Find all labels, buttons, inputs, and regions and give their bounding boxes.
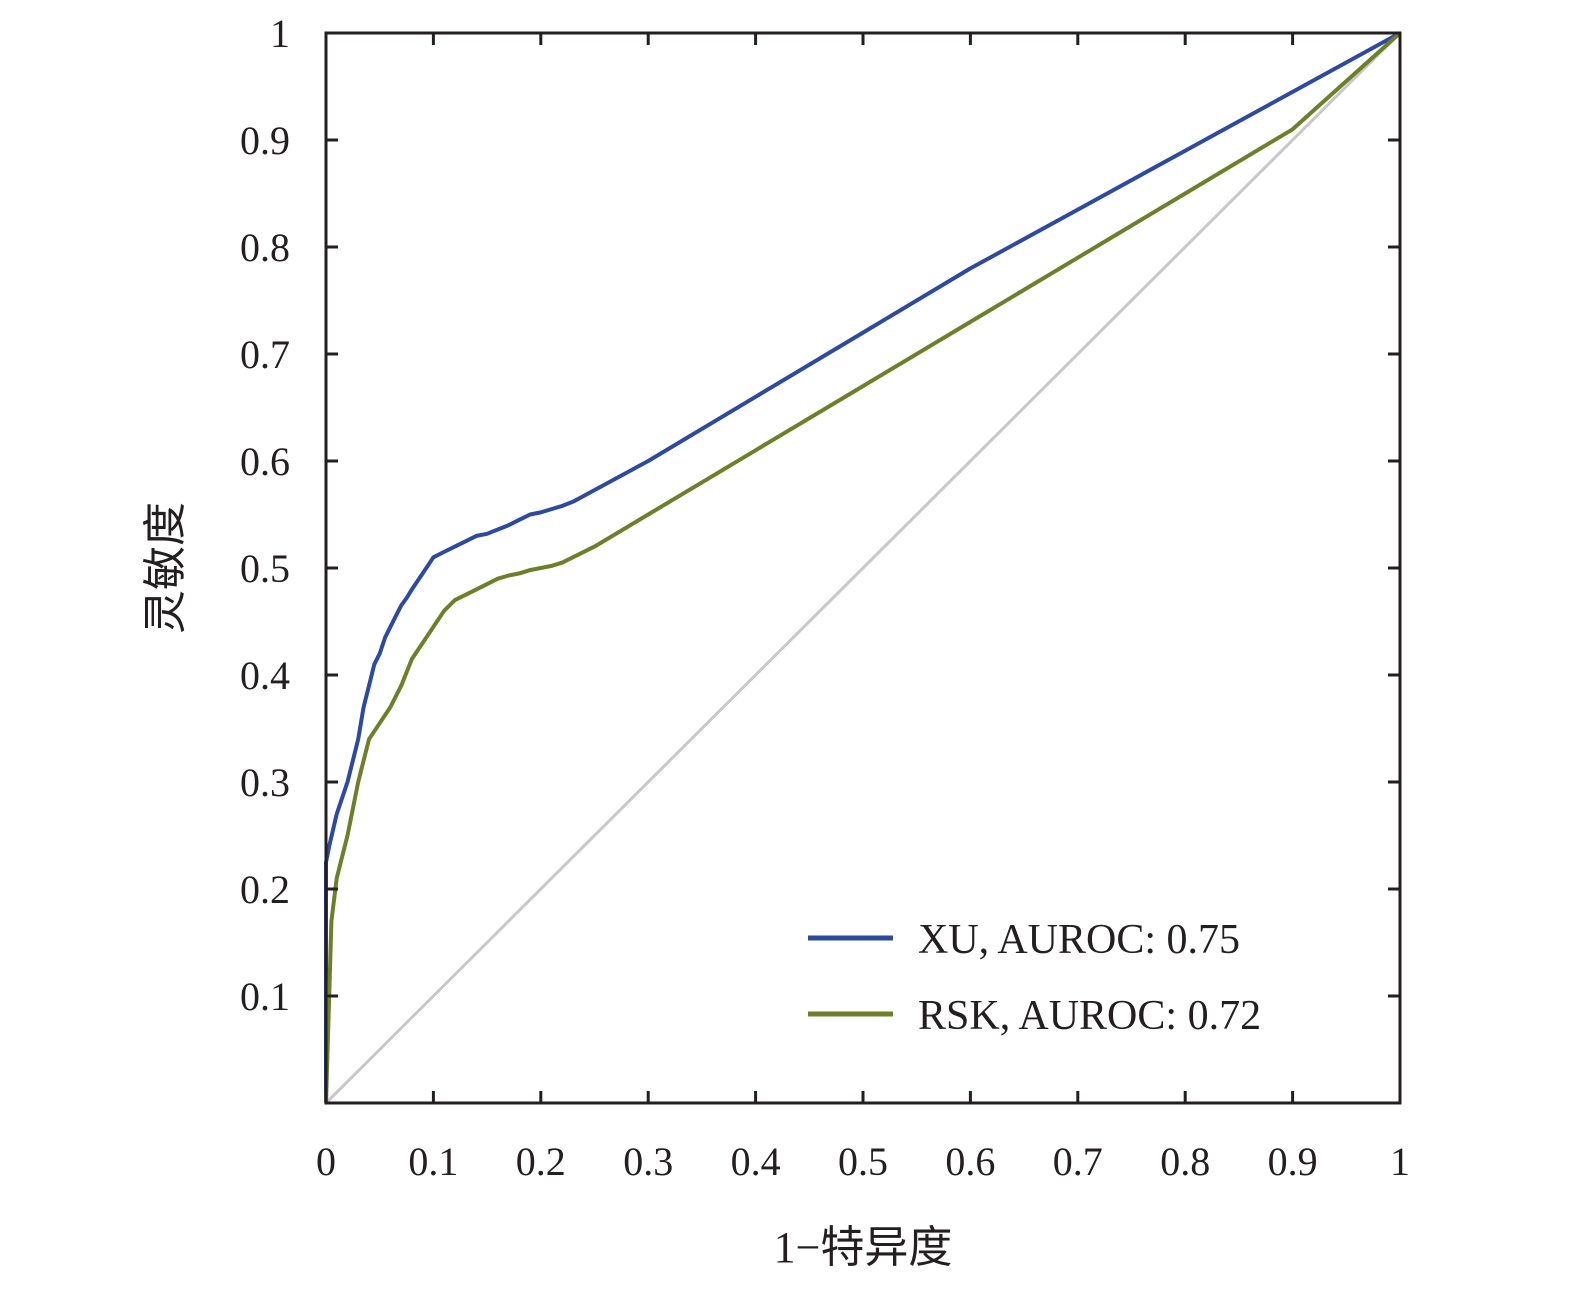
x-tick-label: 0.9 xyxy=(1268,1139,1318,1184)
x-tick-label: 0.3 xyxy=(623,1139,673,1184)
y-tick-label: 0.3 xyxy=(240,760,290,805)
legend: XU, AUROC: 0.75 RSK, AUROC: 0.72 xyxy=(808,917,1261,1039)
x-tick-label: 0 xyxy=(316,1139,336,1184)
y-tick-label: 0.1 xyxy=(240,974,290,1019)
series-line-1 xyxy=(324,31,1402,1104)
y-tick-label: 0.7 xyxy=(240,332,290,377)
series-line-0 xyxy=(324,31,1401,1103)
y-tick-label: 1 xyxy=(270,11,290,56)
x-tick-label: 0.7 xyxy=(1053,1139,1103,1184)
x-tick-label: 0.1 xyxy=(408,1139,458,1184)
y-tick-label: 0.9 xyxy=(240,118,290,163)
legend-label-0: XU, AUROC: 0.75 xyxy=(918,917,1240,963)
x-tick-label: 0.8 xyxy=(1160,1139,1210,1184)
y-tick-label: 0.6 xyxy=(240,439,290,484)
y-tick-label: 0.5 xyxy=(240,546,290,591)
y-tick-label: 0.4 xyxy=(240,653,290,698)
reference-diagonal-line xyxy=(324,31,1402,1105)
x-tick-label: 0.4 xyxy=(731,1139,781,1184)
x-tick-label: 0.6 xyxy=(945,1139,995,1184)
y-axis-title: 灵敏度 xyxy=(141,502,190,634)
legend-label-1: RSK, AUROC: 0.72 xyxy=(918,993,1261,1039)
x-axis-title: 1−特异度 xyxy=(774,1223,953,1272)
x-tick-label: 1 xyxy=(1390,1139,1410,1184)
x-tick-label: 0.5 xyxy=(838,1139,888,1184)
x-tick-label: 0.2 xyxy=(516,1139,566,1184)
y-tick-label: 0.8 xyxy=(240,225,290,270)
y-tick-label: 0.2 xyxy=(240,867,290,912)
